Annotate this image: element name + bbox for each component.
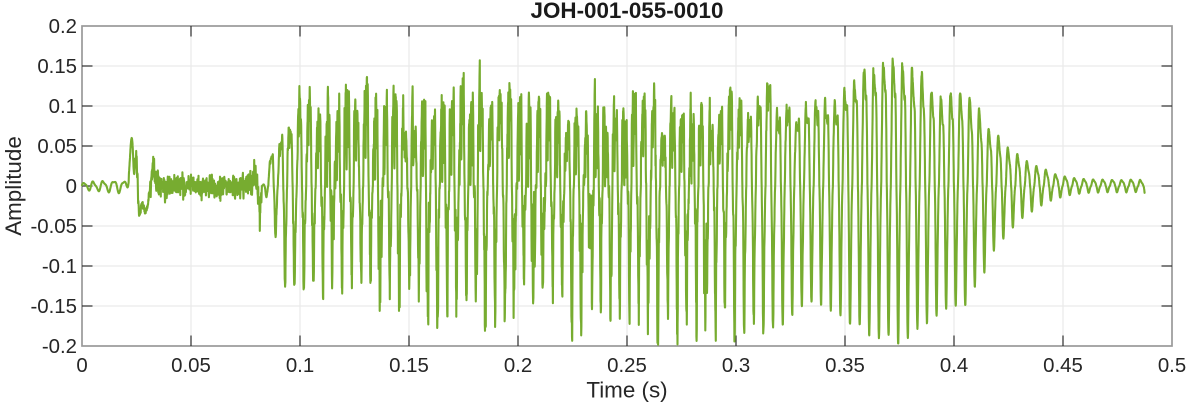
svg-text:0.15: 0.15 bbox=[37, 56, 77, 78]
svg-text:0.25: 0.25 bbox=[607, 355, 647, 377]
svg-text:0.35: 0.35 bbox=[825, 355, 865, 377]
svg-text:-0.05: -0.05 bbox=[31, 216, 77, 238]
svg-text:0.2: 0.2 bbox=[504, 355, 532, 377]
svg-text:Time (s): Time (s) bbox=[586, 378, 667, 403]
svg-text:0.05: 0.05 bbox=[171, 355, 211, 377]
svg-text:0.4: 0.4 bbox=[940, 355, 968, 377]
svg-text:-0.2: -0.2 bbox=[42, 336, 77, 358]
svg-text:-0.15: -0.15 bbox=[31, 296, 77, 318]
svg-text:0.5: 0.5 bbox=[1158, 355, 1186, 377]
svg-text:0.45: 0.45 bbox=[1043, 355, 1083, 377]
svg-text:0.1: 0.1 bbox=[49, 96, 77, 118]
svg-text:0.1: 0.1 bbox=[286, 355, 314, 377]
svg-text:0.2: 0.2 bbox=[49, 16, 77, 38]
svg-text:0: 0 bbox=[76, 355, 87, 377]
svg-text:0.15: 0.15 bbox=[389, 355, 429, 377]
svg-text:-0.1: -0.1 bbox=[42, 256, 77, 278]
svg-text:0.05: 0.05 bbox=[37, 136, 77, 158]
svg-text:JOH-001-055-0010: JOH-001-055-0010 bbox=[531, 0, 724, 23]
svg-text:Amplitude: Amplitude bbox=[1, 136, 26, 236]
svg-text:0.3: 0.3 bbox=[722, 355, 750, 377]
svg-text:0: 0 bbox=[66, 176, 77, 198]
